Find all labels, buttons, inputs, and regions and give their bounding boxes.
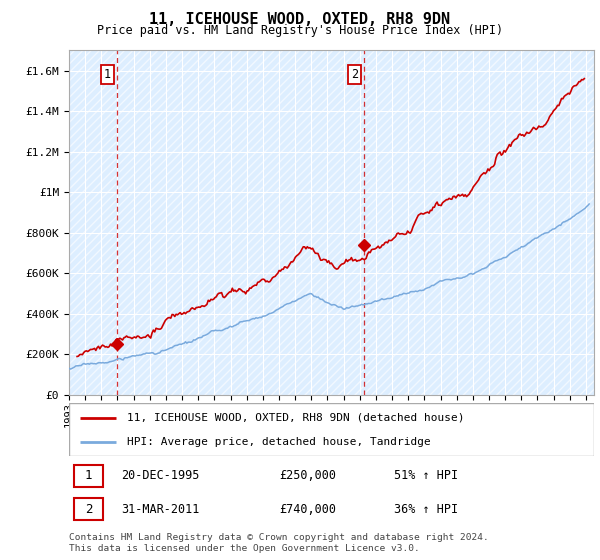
Text: HPI: Average price, detached house, Tandridge: HPI: Average price, detached house, Tand…: [127, 437, 431, 447]
Text: 11, ICEHOUSE WOOD, OXTED, RH8 9DN: 11, ICEHOUSE WOOD, OXTED, RH8 9DN: [149, 12, 451, 27]
Text: 36% ↑ HPI: 36% ↑ HPI: [395, 502, 458, 516]
Text: 2: 2: [351, 68, 358, 81]
Text: 1: 1: [104, 68, 111, 81]
Text: 1: 1: [85, 469, 92, 483]
Text: Price paid vs. HM Land Registry's House Price Index (HPI): Price paid vs. HM Land Registry's House …: [97, 24, 503, 37]
Bar: [74, 498, 103, 520]
Text: 11, ICEHOUSE WOOD, OXTED, RH8 9DN (detached house): 11, ICEHOUSE WOOD, OXTED, RH8 9DN (detac…: [127, 413, 464, 423]
Bar: [74, 465, 103, 487]
Text: 51% ↑ HPI: 51% ↑ HPI: [395, 469, 458, 483]
Text: 2: 2: [85, 502, 92, 516]
Text: Contains HM Land Registry data © Crown copyright and database right 2024.
This d: Contains HM Land Registry data © Crown c…: [69, 533, 489, 553]
Text: 31-MAR-2011: 31-MAR-2011: [121, 502, 200, 516]
Text: £740,000: £740,000: [279, 502, 336, 516]
Text: 20-DEC-1995: 20-DEC-1995: [121, 469, 200, 483]
Text: £250,000: £250,000: [279, 469, 336, 483]
